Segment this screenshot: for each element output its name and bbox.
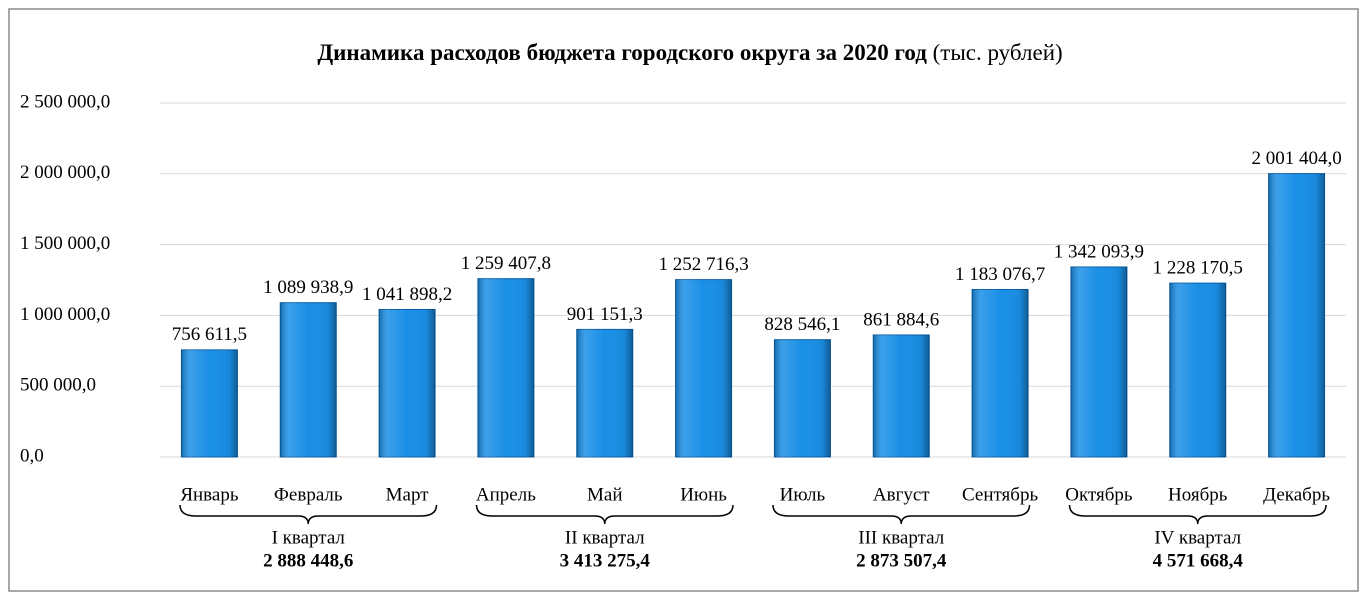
bar-shade <box>1070 266 1127 457</box>
bar-shade <box>1268 173 1325 457</box>
x-tick-label: Март <box>386 484 430 505</box>
quarter-label: I квартал <box>272 527 346 548</box>
quarter-total: 2 888 448,6 <box>263 550 353 571</box>
value-label: 1 228 170,5 <box>1153 257 1243 278</box>
title: Динамика расходов бюджета городского окр… <box>317 40 927 65</box>
bar-shade <box>477 278 534 457</box>
bar-shade <box>774 339 831 457</box>
x-tick-label: Январь <box>180 484 238 505</box>
chart-title: Динамика расходов бюджета городского окр… <box>317 40 1062 65</box>
value-label: 1 183 076,7 <box>955 264 1045 285</box>
x-tick-label: Сентябрь <box>962 484 1038 505</box>
quarter-brace <box>1068 504 1327 525</box>
x-tick-label: Ноябрь <box>1168 484 1228 505</box>
x-tick-label: Июнь <box>680 484 727 505</box>
bar-shade <box>675 279 732 457</box>
y-tick-label: 2 500 000,0 <box>20 91 110 112</box>
y-tick-label: 1 000 000,0 <box>20 304 110 325</box>
value-label: 1 089 938,9 <box>263 277 353 298</box>
y-tick-label: 2 000 000,0 <box>20 162 110 183</box>
value-label: 2 001 404,0 <box>1251 148 1341 169</box>
x-tick-label: Октябрь <box>1065 484 1133 505</box>
value-label: 1 041 898,2 <box>362 284 452 305</box>
quarter-total: 2 873 507,4 <box>856 550 947 571</box>
y-tick-label: 0,0 <box>20 445 44 466</box>
bar-shade <box>181 349 238 457</box>
value-label: 1 259 407,8 <box>461 253 551 274</box>
y-tick-label: 500 000,0 <box>20 375 96 396</box>
bar-shade <box>873 334 930 457</box>
bar-shade <box>1169 283 1226 457</box>
quarter-label: IV квартал <box>1154 527 1241 548</box>
bar-shade <box>280 302 337 457</box>
x-tick-label: Декабрь <box>1263 484 1330 505</box>
quarter-total: 3 413 275,4 <box>560 550 651 571</box>
subtitle: (тыс. рублей) <box>933 40 1063 65</box>
x-tick-label: Май <box>587 484 623 505</box>
value-label: 861 884,6 <box>863 309 939 330</box>
value-label: 828 546,1 <box>764 314 840 335</box>
quarter-brace <box>179 504 438 525</box>
x-tick-label: Февраль <box>274 484 343 505</box>
y-tick-label: 1 500 000,0 <box>20 233 110 254</box>
x-tick-label: Апрель <box>476 484 536 505</box>
x-tick-label: Июль <box>780 484 826 505</box>
quarter-total: 4 571 668,4 <box>1153 550 1244 571</box>
bar-shade <box>379 309 436 457</box>
value-label: 1 342 093,9 <box>1054 241 1144 262</box>
quarter-brace <box>475 504 734 525</box>
value-label: 1 252 716,3 <box>658 254 748 275</box>
value-label: 756 611,5 <box>172 324 247 345</box>
bar-shade <box>576 329 633 457</box>
quarter-brace <box>772 504 1031 525</box>
quarter-label: II квартал <box>565 527 645 548</box>
x-tick-label: Август <box>873 484 930 505</box>
value-label: 901 151,3 <box>567 304 643 325</box>
bar-shade <box>972 289 1029 457</box>
quarter-label: III квартал <box>858 527 945 548</box>
